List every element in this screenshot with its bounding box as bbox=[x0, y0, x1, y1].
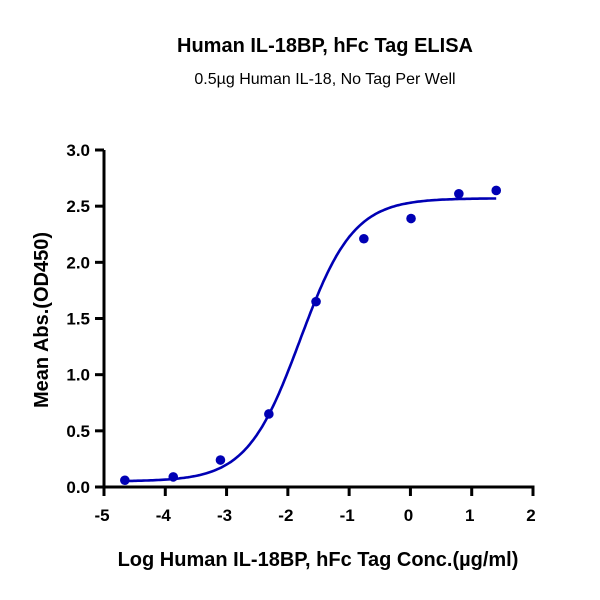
x-tick-label: -3 bbox=[217, 506, 232, 525]
data-point bbox=[215, 455, 226, 465]
x-tick-label: -1 bbox=[340, 506, 355, 525]
chart-title: Human IL-18BP, hFc Tag ELISA bbox=[177, 35, 473, 57]
fit-curve bbox=[124, 197, 497, 483]
y-tick-label: 1.5 bbox=[66, 310, 90, 329]
y-tick-label: 0.0 bbox=[66, 478, 90, 497]
x-tick-label: -4 bbox=[156, 506, 172, 525]
y-tick-label: 1.0 bbox=[66, 366, 90, 385]
chart-subtitle: 0.5µg Human IL-18, No Tag Per Well bbox=[194, 71, 455, 88]
data-point bbox=[359, 233, 369, 244]
data-point bbox=[454, 189, 464, 199]
x-axis-label: Log Human IL-18BP, hFc Tag Conc.(µg/ml) bbox=[118, 549, 519, 571]
y-tick-label: 3.0 bbox=[66, 141, 90, 160]
data-point bbox=[264, 409, 274, 419]
x-tick-label: 1 bbox=[465, 506, 474, 525]
y-tick-label: 0.5 bbox=[66, 422, 90, 441]
y-tick-label: 2.0 bbox=[66, 253, 90, 272]
data-point bbox=[311, 296, 321, 307]
data-point bbox=[168, 472, 179, 482]
data-point bbox=[491, 185, 502, 196]
y-tick-label: 2.5 bbox=[66, 197, 90, 216]
x-tick-label: 2 bbox=[526, 506, 535, 525]
x-tick-label: -2 bbox=[278, 506, 293, 525]
data-point bbox=[406, 213, 416, 224]
x-tick-label: -5 bbox=[94, 506, 109, 525]
x-tick-label: 0 bbox=[404, 506, 413, 525]
data-point bbox=[120, 475, 130, 486]
y-axis-label: Mean Abs.(OD450) bbox=[31, 232, 53, 408]
